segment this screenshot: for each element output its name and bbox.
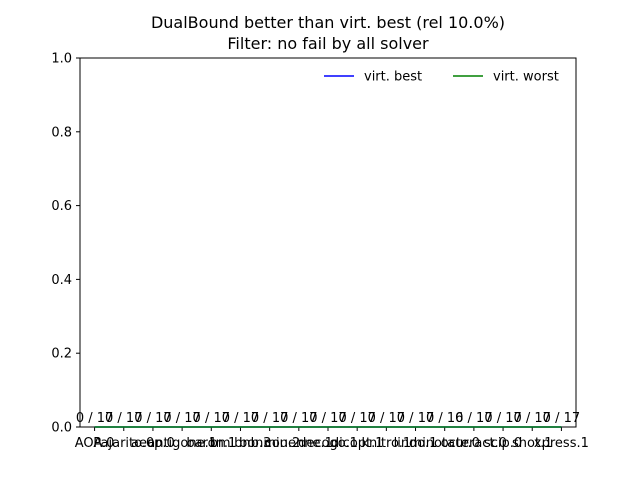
x-tick-label: dicopt.1 [331,436,384,451]
count-annotation: 0 / 17 [338,411,375,426]
x-tick-label: decogo.1 [298,436,358,451]
count-annotation: 0 / 17 [134,411,171,426]
chart-title: DualBound better than virt. best (rel 10… [151,13,505,32]
x-tick-label: bmibnb.3 [210,436,272,451]
plot-area: 0.0 0.2 0.4 0.6 0.8 1.0 AOA.0Pajarito.0aecp.0a… [51,52,589,452]
count-annotation: 0 / 17 [163,411,200,426]
count-annotation: 0 / 17 [222,411,259,426]
count-annotation: 0 / 17 [193,411,230,426]
count-annotation: 0 / 17 [76,411,113,426]
x-tick-label: lindo.1 [394,436,438,451]
count-annotation: 0 / 17 [543,411,580,426]
count-annotation: 0 / 17 [280,411,317,426]
x-tick-label: Pajarito.0 [93,436,154,451]
y-tick-label: 1.0 [51,52,72,67]
y-tick-label: 0.8 [51,125,72,140]
count-annotation: 0 / 17 [251,411,288,426]
count-annotation: 0 / 17 [105,411,142,426]
chart-subtitle: Filter: no fail by all solver [227,34,429,53]
x-tick-label: baron.1 [186,436,236,451]
count-annotation: 0 / 17 [368,411,405,426]
x-tick-label: aecp.0 [131,436,175,451]
y-tick-label: 0.4 [51,273,72,288]
x-tick-label: octeract.0 [441,436,507,451]
axes-frame [79,57,577,428]
legend-label: virt. worst [493,70,559,85]
x-tick-label: bonmin.2 [239,436,300,451]
count-annotation: 0 / 17 [455,411,492,426]
y-tick-label: 0.0 [51,421,72,436]
legend-label: virt. best [364,70,422,85]
count-annotation: 0 / 17 [484,411,521,426]
count-annotation: 0 / 16 [426,411,463,426]
count-annotation: 0 / 17 [309,411,346,426]
x-tick-label: AOA.0 [75,436,115,451]
x-tick-label: xpress.1 [534,436,589,451]
x-tick-label: minotaur.0 [410,436,480,451]
count-annotation: 0 / 17 [397,411,434,426]
x-tick-label: scip.0 [484,436,522,451]
count-annotation: 0 / 17 [514,411,551,426]
x-tick-label: antigone.1 [147,436,217,451]
y-tick-label: 0.6 [51,199,72,214]
x-tick-label: shot.1 [512,436,552,451]
y-tick-label: 0.2 [51,347,72,362]
x-tick-label: knitro.1 [362,436,412,451]
x-tick-label: couenne.1 [265,436,333,451]
